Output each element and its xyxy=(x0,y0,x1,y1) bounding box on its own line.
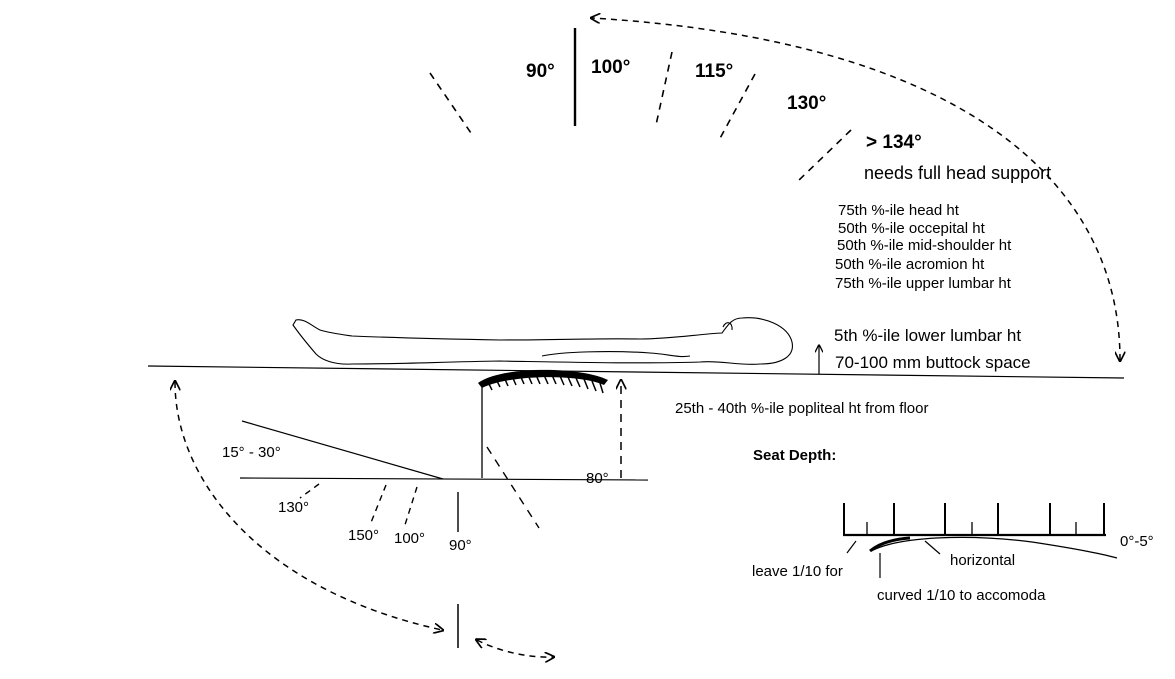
recline-arc-arrow xyxy=(592,18,1120,360)
recline-label-115: 115° xyxy=(695,61,734,82)
seat-cushion xyxy=(478,369,608,394)
recline-line-90 xyxy=(429,72,474,137)
human-arm xyxy=(541,351,691,358)
seat-depth-scale xyxy=(843,503,1118,578)
backrest-height-label: 75th %-ile upper lumbar ht xyxy=(835,275,1011,292)
recline-label-134: > 134° xyxy=(866,132,922,153)
backrest-height-label: 50th %-ile occepital ht xyxy=(838,220,985,237)
leg-angle-lines xyxy=(299,446,540,532)
leg-angle-label-130: 130° xyxy=(278,499,310,516)
recline-line-134 xyxy=(796,129,852,183)
seat-depth-horizontal-label: horizontal xyxy=(950,552,1016,569)
seat-depth-tilt-label: 0°-5° xyxy=(1120,533,1154,550)
seat-cushion-hatching xyxy=(487,374,604,394)
seat-depth-leave-note: leave 1/10 for xyxy=(752,563,843,580)
seat-depth-curve-front xyxy=(869,536,911,553)
leg-line-100 xyxy=(403,486,418,529)
foot-arc-arrow xyxy=(477,640,553,657)
recline-label-100: 100° xyxy=(591,57,631,78)
horizontal-pointer xyxy=(924,540,941,555)
human-figure-outline xyxy=(292,317,793,365)
seat-depth-curved-note: curved 1/10 to accomoda xyxy=(877,587,1046,604)
head-support-note: needs full head support xyxy=(864,163,1052,183)
lumbar-height-label: 5th %-ile lower lumbar ht xyxy=(834,326,1022,345)
recline-label-90: 90° xyxy=(526,61,555,82)
seat-reference-line xyxy=(147,365,1125,379)
leg-line-130 xyxy=(299,483,320,499)
leg-angle-label-80: 80° xyxy=(586,470,609,487)
leg-tilt-label: 15° - 30° xyxy=(222,444,281,461)
leg-line-150 xyxy=(369,484,387,526)
leg-angle-label-100: 100° xyxy=(394,530,426,547)
human-ear xyxy=(722,322,733,331)
leg-arc-left-arrow xyxy=(175,382,442,630)
recline-label-130: 130° xyxy=(787,93,827,114)
recline-line-130 xyxy=(717,73,756,143)
backrest-height-label: 75th %-ile head ht xyxy=(838,202,959,219)
buttock-space-label: 70-100 mm buttock space xyxy=(835,353,1031,372)
recline-angle-lines xyxy=(429,28,852,183)
seat-cushion-top xyxy=(478,369,608,388)
leg-line-80 xyxy=(486,446,540,529)
seat-depth-curve xyxy=(870,536,1118,559)
popliteal-height-label: 25th - 40th %-ile popliteal ht from floo… xyxy=(675,400,929,417)
seat-depth-title: Seat Depth: xyxy=(753,447,837,464)
leg-angle-label-90: 90° xyxy=(449,537,472,554)
human-figure xyxy=(292,317,793,365)
backrest-height-label: 50th %-ile mid-shoulder ht xyxy=(837,237,1012,254)
backrest-height-label: 50th %-ile acromion ht xyxy=(835,256,985,273)
leg-angle-label-150: 150° xyxy=(348,527,380,544)
leave-pointer xyxy=(846,540,857,554)
recline-line-115 xyxy=(655,51,673,126)
